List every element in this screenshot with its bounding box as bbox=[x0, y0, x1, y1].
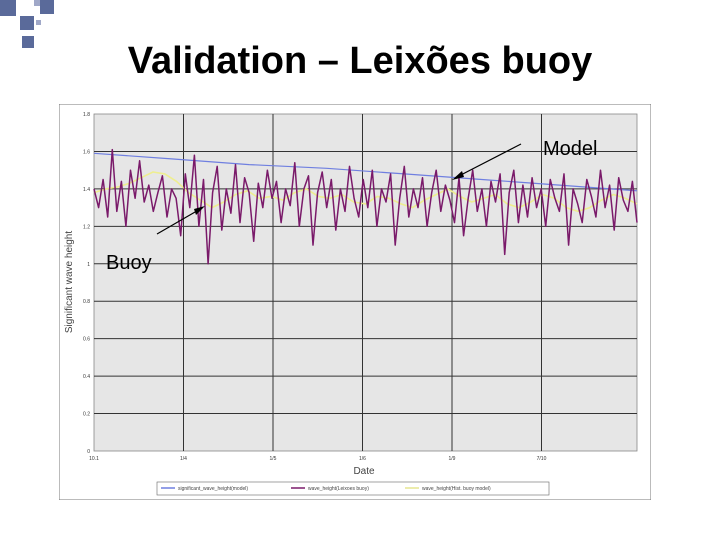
deco-square bbox=[34, 0, 40, 6]
y-tick-label: 0.2 bbox=[83, 412, 90, 418]
y-axis-title: Significant wave height bbox=[64, 231, 75, 334]
y-tick-label: 0.4 bbox=[83, 374, 90, 380]
annotation-model: Model bbox=[543, 138, 597, 160]
decorative-squares bbox=[0, 0, 54, 48]
x-tick-label: 1/9 bbox=[449, 456, 456, 462]
deco-square bbox=[20, 16, 34, 30]
chart: 0 0.2 0.4 0.6 0.8 1 1.2 1.4 1.6 1.8 10.1 1/4 1/5 1/6… bbox=[59, 104, 651, 500]
y-tick-label: 1 bbox=[87, 262, 90, 268]
arrowhead-model bbox=[452, 171, 464, 180]
y-tick-label: 1.2 bbox=[83, 224, 90, 230]
y-tick-label: 0 bbox=[87, 449, 90, 455]
arrow-model bbox=[454, 143, 522, 179]
y-tick-label: 1.8 bbox=[83, 112, 90, 118]
deco-square bbox=[36, 20, 41, 25]
x-axis-title: Date bbox=[353, 466, 375, 477]
deco-square bbox=[40, 0, 54, 14]
series-buoy-line bbox=[93, 148, 638, 265]
page-title: Validation – Leixões buoy bbox=[127, 40, 593, 82]
x-tick-label: 1/6 bbox=[359, 456, 366, 462]
x-tick-label: 7/10 bbox=[537, 456, 547, 462]
x-tick-label: 10.1 bbox=[89, 456, 99, 462]
y-tick-label: 1.6 bbox=[83, 149, 90, 155]
legend-label-model: significant_wave_height(model) bbox=[178, 486, 248, 492]
deco-square bbox=[0, 0, 16, 16]
series-model-line bbox=[93, 152, 638, 192]
y-tick-label: 1.4 bbox=[83, 187, 90, 193]
arrowhead-buoy bbox=[194, 206, 205, 215]
y-tick-label: 0.8 bbox=[83, 299, 90, 305]
x-axis-ticks: 10.1 1/4 1/5 1/6 1/9 7/10 bbox=[89, 456, 546, 462]
legend-label-buoy: wave_height(Leixoes buoy) bbox=[308, 486, 369, 492]
deco-square bbox=[22, 36, 34, 48]
legend: significant_wave_height(model) wave_heig… bbox=[156, 481, 550, 496]
arrow-buoy bbox=[156, 207, 203, 235]
x-tick-label: 1/5 bbox=[270, 456, 277, 462]
y-tick-label: 0.6 bbox=[83, 337, 90, 343]
series-layer bbox=[93, 148, 638, 265]
y-axis-ticks: 0 0.2 0.4 0.6 0.8 1 1.2 1.4 1.6 1.8 bbox=[83, 112, 90, 455]
legend-label-hist: wave_height(Hist. buoy model) bbox=[422, 486, 491, 492]
plot-area bbox=[93, 113, 638, 452]
legend-box bbox=[156, 481, 550, 496]
annotation-buoy: Buoy bbox=[106, 252, 152, 274]
x-tick-label: 1/4 bbox=[180, 456, 187, 462]
